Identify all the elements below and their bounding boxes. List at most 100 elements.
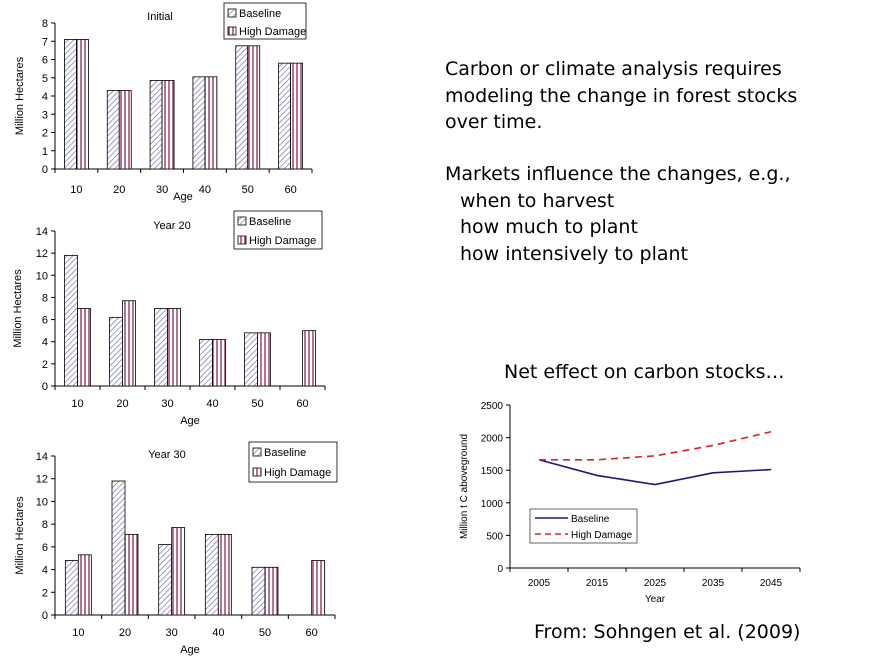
x-tick-label: 60 (306, 627, 318, 639)
y-tick-label: 2500 (481, 401, 504, 412)
y-tick-label: 4 (42, 337, 48, 349)
legend: Baseline High Damage (529, 508, 638, 544)
legend-box (529, 508, 638, 544)
bar-baseline (154, 308, 168, 387)
legend-label: Baseline (571, 514, 610, 525)
legend-label: High Damage (571, 530, 633, 541)
y-tick-label: 0 (42, 164, 48, 176)
intro-line: over time. (445, 111, 543, 133)
x-axis-label: Age (180, 415, 200, 427)
series-line-baseline (538, 458, 772, 486)
y-tick-label: 2 (42, 587, 48, 599)
bar-high-damage (311, 560, 326, 616)
bar-high-damage (264, 566, 279, 616)
bar-high-damage (302, 330, 316, 387)
y-tick-label: 12 (36, 248, 48, 260)
legend-label: Baseline (239, 8, 281, 20)
x-tick-label: 20 (119, 627, 131, 639)
intro-line: modeling the change in forest stocks (445, 84, 798, 107)
x-tick-label: 20 (116, 398, 128, 410)
bar-high-damage (124, 533, 139, 616)
markets-lead: Markets influence the changes, e.g., (445, 163, 791, 185)
y-tick-label: 500 (486, 531, 503, 542)
bar-chart-3: 0 2 4 6 8 10 12 14 10 20 30 40 50 60 Year 30 Age Million… (14, 441, 338, 656)
legend-swatch-high-damage (237, 235, 247, 245)
bar-baseline (158, 544, 173, 616)
y-tick-label: 10 (36, 270, 48, 282)
legend-box (248, 441, 338, 483)
y-tick-label: 7 (42, 36, 48, 48)
legend: Baseline High Damage (248, 441, 338, 483)
intro-paragraph: Carbon or climate analysis requires mode… (445, 56, 797, 136)
x-axis-label: Age (180, 644, 200, 656)
bar-high-damage (161, 80, 175, 170)
y-axis-label: Million Hectares (14, 56, 26, 135)
legend-label: Baseline (249, 216, 291, 228)
y-tick-label: 6 (42, 542, 48, 554)
x-tick-label: 50 (242, 184, 254, 196)
legend-label: High Damage (239, 26, 306, 38)
bar-high-damage (77, 554, 92, 616)
y-tick-label: 2 (42, 359, 48, 371)
x-tick-label: 2025 (644, 578, 667, 589)
x-tick-label: 10 (70, 184, 82, 196)
bar-high-damage (76, 39, 89, 170)
x-tick-label: 50 (251, 398, 263, 410)
line-chart: 0 500 1000 1500 2000 2500 2005 2015 2025 2035 2045… (459, 401, 801, 605)
y-tick-label: 12 (36, 474, 48, 486)
x-tick-label: 30 (156, 184, 168, 196)
markets-item: when to harvest (460, 189, 615, 212)
x-axis-label: Age (173, 191, 193, 203)
bar-baseline (64, 254, 78, 387)
y-tick-label: 1 (42, 146, 48, 158)
bar-baseline (204, 533, 219, 616)
markets-paragraph: Markets influence the changes, e.g., whe… (445, 161, 790, 267)
markets-item: how intensively to plant (460, 242, 689, 265)
legend: Baseline High Damage (233, 210, 323, 250)
bar-baseline (64, 560, 79, 616)
intro-line: Carbon or climate analysis requires (445, 58, 782, 80)
legend-swatch-baseline (227, 8, 237, 18)
bar-high-damage (257, 332, 271, 387)
chart-title: Year 20 (153, 220, 191, 232)
bar-baseline (111, 480, 126, 616)
chart-title: Initial (147, 11, 173, 23)
bar-high-damage (247, 45, 261, 170)
legend-swatch-high-damage (252, 467, 262, 477)
legend-label: Baseline (264, 447, 306, 459)
bar-high-damage (212, 339, 226, 387)
y-tick-label: 8 (42, 18, 48, 30)
y-tick-label: 14 (36, 451, 48, 463)
x-tick-label: 30 (161, 398, 173, 410)
bar-high-damage (77, 308, 91, 387)
x-axis-label: Year (645, 594, 666, 605)
bar-chart-2: 0 2 4 6 8 10 12 14 10 20 30 40 50 60 Year 20 Age Million… (12, 210, 326, 427)
x-tick-label: 2045 (760, 578, 783, 589)
legend-box (233, 210, 323, 250)
y-tick-label: 4 (42, 565, 48, 577)
x-tick-label: 60 (284, 184, 296, 196)
y-tick-label: 0 (497, 564, 503, 575)
y-tick-label: 1000 (481, 499, 504, 510)
series-line-high-damage (539, 430, 772, 461)
x-tick-label: 20 (113, 184, 125, 196)
x-tick-label: 40 (212, 627, 224, 639)
x-tick-label: 50 (259, 627, 271, 639)
x-tick-label: 2015 (586, 578, 609, 589)
bar-chart-1: 0 1 2 3 4 5 6 7 8 10 20 30 40 50 60 Initial Age Million H… (14, 2, 313, 203)
legend: Baseline High Damage (223, 2, 307, 40)
bar-baseline (199, 339, 213, 387)
source-citation: From: Sohngen et al. (2009) (534, 621, 801, 643)
x-tick-label: 10 (72, 627, 84, 639)
bar-baseline (149, 80, 163, 170)
x-tick-label: 2005 (528, 578, 551, 589)
bar-baseline (251, 566, 266, 616)
bar-high-damage (122, 300, 136, 387)
y-tick-label: 5 (42, 73, 48, 85)
y-tick-label: 3 (42, 109, 48, 121)
bar-high-damage (290, 62, 303, 170)
x-tick-label: 40 (206, 398, 218, 410)
net-effect-heading: Net effect on carbon stocks… (504, 361, 785, 383)
